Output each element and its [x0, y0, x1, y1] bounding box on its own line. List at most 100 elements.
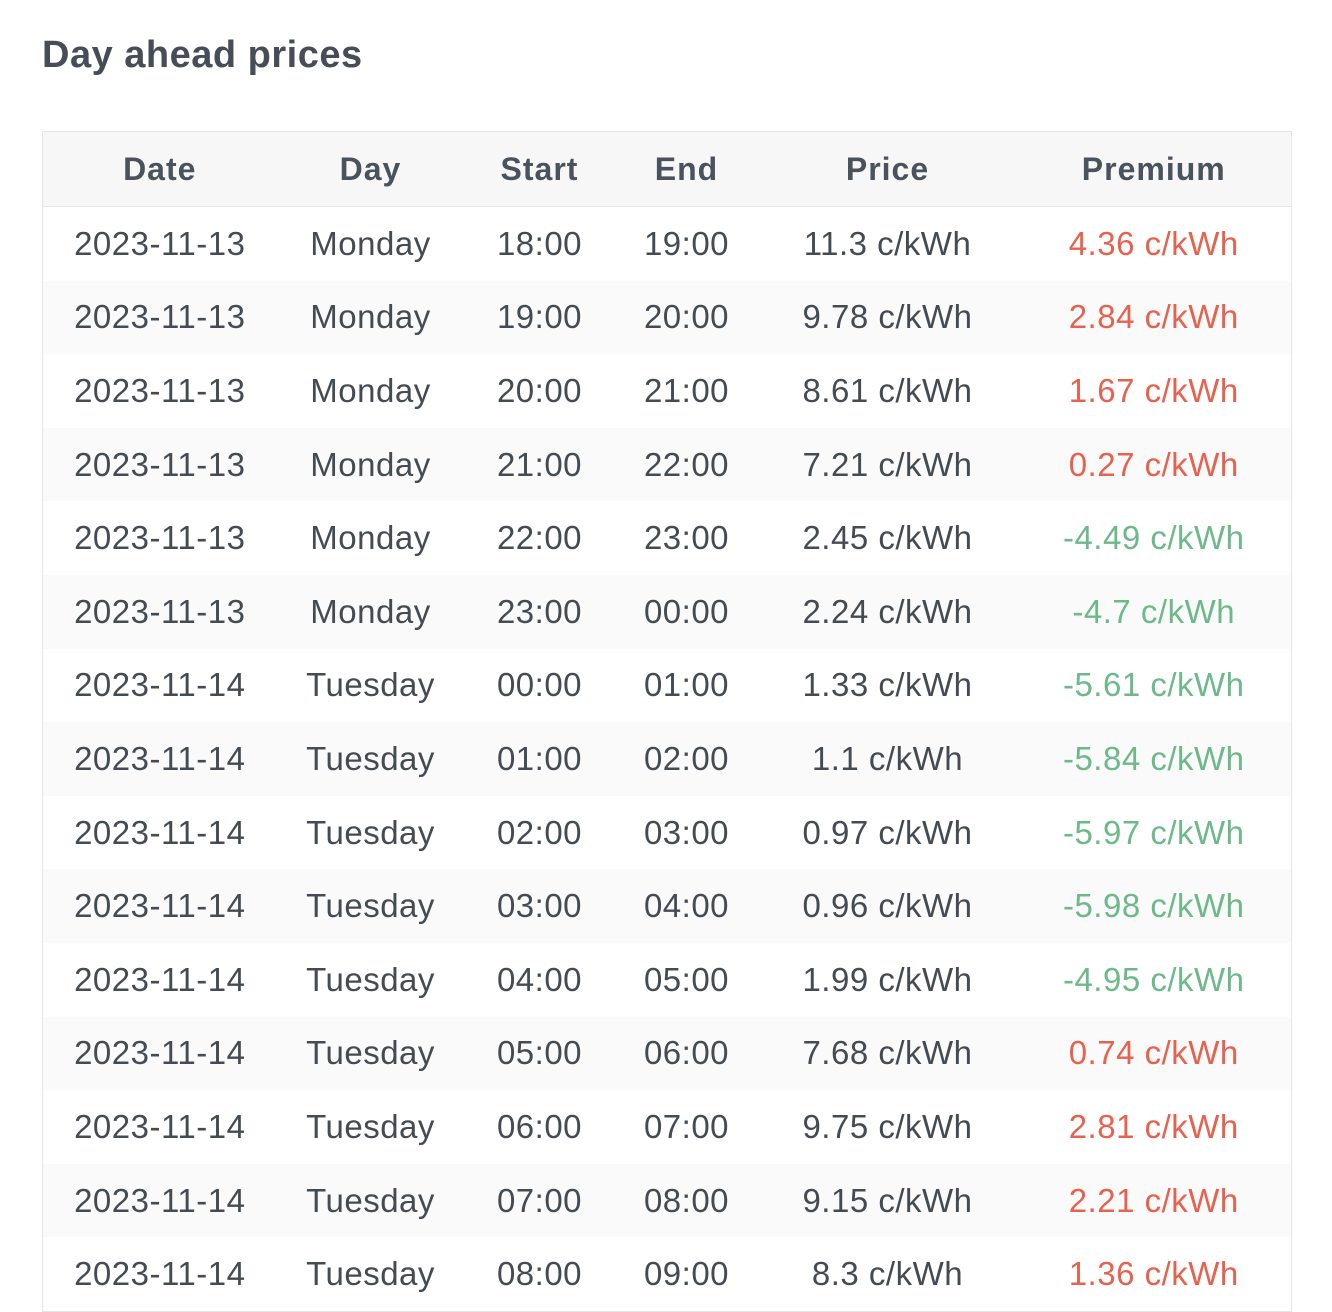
table-row: 2023-11-14 Tuesday 08:00 09:00 8.3 c/kWh 1.36…: [43, 1237, 1292, 1311]
table-cell: -5.84 c/kWh: [1016, 722, 1292, 796]
table-row: 2023-11-14 Tuesday 07:00 08:00 9.15 c/kWh 2.2…: [42, 1163, 1292, 1238]
header-row: Date Day Start End Price Premium: [42, 131, 1292, 207]
table-cell: 2023-11-14: [74, 666, 246, 704]
table-cell: 2023-11-14: [74, 1255, 246, 1293]
table-cell: 04:00: [496, 960, 583, 998]
table-cell: 2023-11-13: [42, 574, 277, 649]
column-header: Date: [42, 131, 277, 207]
table-cell: 22:00: [614, 427, 759, 502]
table-row: 2023-11-13 Monday 22:00 23:00 2.45 c/kWh -4.4…: [43, 501, 1292, 575]
table-cell: 01:00: [643, 666, 730, 704]
table-cell: 0.96 c/kWh: [758, 869, 1017, 943]
table-cell: 8.61 c/kWh: [802, 371, 973, 409]
table-cell: 2.84 c/kWh: [1016, 280, 1292, 355]
table-cell: 03:00: [464, 869, 615, 943]
table-body: 2023-11-13 Monday 18:00 19:00 11.3 c/kWh 4.36…: [42, 207, 1292, 1312]
prices-table: Date Day Start End Price Premium 2023-11-13 Mo…: [42, 131, 1292, 1312]
table-row: 2023-11-14 Tuesday 06:00 07:00 9.75 c/kWh 2.8…: [43, 1090, 1292, 1164]
table-cell: 7.21 c/kWh: [758, 427, 1017, 502]
table-cell: 2023-11-14: [74, 960, 246, 998]
table-cell: 7.68 c/kWh: [758, 1016, 1017, 1091]
table-row: 2023-11-13 Monday 18:00 19:00 11.3 c/kWh 4.36…: [43, 207, 1292, 281]
table-cell: 1.33 c/kWh: [802, 666, 973, 704]
table-cell: 8.3 c/kWh: [811, 1255, 964, 1293]
table-cell: 1.1 c/kWh: [758, 722, 1017, 796]
table-cell: 19:00: [464, 280, 615, 355]
table-cell: 2023-11-14: [42, 1163, 277, 1238]
table-cell: 03:00: [643, 813, 730, 851]
table-cell: 06:00: [614, 1016, 759, 1091]
table-cell: 2023-11-14: [42, 722, 277, 796]
table-cell: 0.74 c/kWh: [1016, 1016, 1292, 1091]
table-cell: 02:00: [496, 813, 583, 851]
table-cell: 22:00: [496, 519, 583, 557]
table-cell: -4.49 c/kWh: [1062, 519, 1245, 557]
table-cell: Tuesday: [276, 869, 465, 943]
table-row: 2023-11-13 Monday 23:00 00:00 2.24 c/kWh -4.7…: [42, 574, 1292, 649]
table-cell: 20:00: [614, 280, 759, 355]
table-cell: 21:00: [643, 371, 730, 409]
table-cell: -5.97 c/kWh: [1062, 813, 1245, 851]
table-cell: 05:00: [643, 960, 730, 998]
table-cell: Tuesday: [306, 813, 435, 851]
table-cell: 08:00: [496, 1255, 583, 1293]
table-cell: Tuesday: [306, 1107, 435, 1145]
table-cell: Tuesday: [276, 722, 465, 796]
table-cell: 08:00: [614, 1163, 759, 1238]
column-header: End: [614, 131, 759, 207]
table-cell: 05:00: [464, 1016, 615, 1091]
table-cell: 1.36 c/kWh: [1068, 1255, 1239, 1293]
table-cell: 2023-11-13: [42, 280, 277, 355]
table-cell: 9.15 c/kWh: [758, 1163, 1017, 1238]
column-header: Start: [464, 131, 615, 207]
table-cell: 00:00: [614, 574, 759, 649]
column-header: Premium: [1016, 131, 1292, 207]
table-row: 2023-11-14 Tuesday 02:00 03:00 0.97 c/kWh -5.…: [43, 796, 1292, 870]
table-cell: 18:00: [496, 224, 583, 262]
table-row: 2023-11-13 Monday 20:00 21:00 8.61 c/kWh 1.67…: [43, 354, 1292, 428]
table-row: 2023-11-14 Tuesday 00:00 01:00 1.33 c/kWh -5.…: [43, 649, 1292, 723]
table-cell: 02:00: [614, 722, 759, 796]
table-cell: -4.7 c/kWh: [1016, 574, 1292, 649]
table-cell: Monday: [310, 519, 431, 557]
table-cell: -5.61 c/kWh: [1062, 666, 1245, 704]
table-cell: 19:00: [643, 224, 730, 262]
table-cell: Tuesday: [306, 666, 435, 704]
table-cell: 1.67 c/kWh: [1068, 371, 1239, 409]
page: Day ahead prices Date Day Start End Price Pre…: [42, 34, 1292, 1312]
table-row: 2023-11-14 Tuesday 05:00 06:00 7.68 c/kWh 0.7…: [42, 1016, 1292, 1091]
column-header: Day: [276, 131, 465, 207]
table-cell: 23:00: [643, 519, 730, 557]
table-cell: Tuesday: [276, 1016, 465, 1091]
table-cell: 9.78 c/kWh: [758, 280, 1017, 355]
table-cell: 2023-11-14: [42, 1016, 277, 1091]
table-cell: 23:00: [464, 574, 615, 649]
table-cell: 07:00: [464, 1163, 615, 1238]
table-cell: Tuesday: [276, 1163, 465, 1238]
table-cell: Monday: [310, 224, 431, 262]
table-cell: -5.98 c/kWh: [1016, 869, 1292, 943]
table-cell: Monday: [276, 427, 465, 502]
table-cell: 20:00: [496, 371, 583, 409]
table-cell: 0.27 c/kWh: [1016, 427, 1292, 502]
table-row: 2023-11-14 Tuesday 03:00 04:00 0.96 c/kWh -5.…: [42, 869, 1292, 943]
table-cell: Monday: [310, 371, 431, 409]
table-cell: 2023-11-13: [74, 519, 246, 557]
table-cell: 07:00: [643, 1107, 730, 1145]
table-cell: 00:00: [496, 666, 583, 704]
table-row: 2023-11-14 Tuesday 04:00 05:00 1.99 c/kWh -4.…: [43, 943, 1292, 1017]
table-cell: -4.95 c/kWh: [1062, 960, 1245, 998]
table-cell: Monday: [276, 280, 465, 355]
table-cell: 0.97 c/kWh: [802, 813, 973, 851]
table-cell: 2.24 c/kWh: [758, 574, 1017, 649]
table-cell: 2023-11-13: [42, 427, 277, 502]
table-cell: 06:00: [496, 1107, 583, 1145]
column-header: Price: [758, 131, 1017, 207]
table-cell: 2023-11-14: [74, 813, 246, 851]
table-row: 2023-11-13 Monday 21:00 22:00 7.21 c/kWh 0.27…: [42, 427, 1292, 502]
page-title: Day ahead prices: [42, 34, 363, 76]
table-cell: 01:00: [464, 722, 615, 796]
table-cell: 09:00: [643, 1255, 730, 1293]
table-cell: 2023-11-14: [42, 869, 277, 943]
table-cell: 2023-11-13: [74, 224, 246, 262]
